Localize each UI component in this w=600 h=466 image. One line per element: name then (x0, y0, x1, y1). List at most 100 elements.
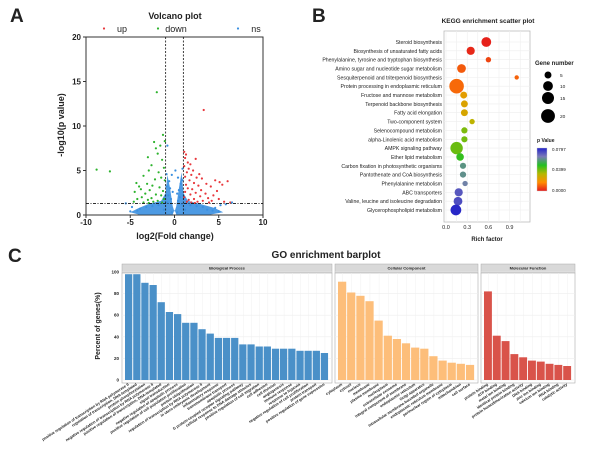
legend-marker-ns (236, 27, 240, 30)
go-bar (296, 350, 304, 380)
volcano-point-down (160, 194, 163, 197)
volcano-xlabel: log2(Fold change) (136, 231, 214, 241)
volcano-point-down (151, 184, 154, 187)
go-bar (401, 343, 411, 380)
go-y-tick-label: 60 (114, 313, 120, 318)
go-bar (501, 341, 510, 380)
kegg-term-label: Phenylalanine, tyrosine and tryptophan b… (322, 58, 442, 64)
go-bar (288, 348, 296, 380)
volcano-point-ns (145, 205, 148, 209)
y-tick-label: 0 (77, 211, 82, 220)
facet-strip-label: Cellular Component (387, 266, 426, 271)
facet-strip-label: Molecular Function (510, 266, 547, 271)
volcano-point-ns (129, 210, 132, 213)
volcano-point-up (223, 200, 226, 203)
volcano-point-up (212, 194, 215, 197)
volcano-point-up (226, 180, 229, 183)
go-title: GO enrichment barplot (272, 250, 382, 261)
volcano-point-up (197, 184, 200, 187)
volcano-point-up (215, 189, 219, 193)
kegg-xlabel: Rich factor (471, 237, 503, 243)
go-bar (356, 295, 365, 380)
volcano-point-ns (169, 187, 172, 190)
volcano-point-ns (176, 192, 179, 195)
go-bar (338, 281, 347, 380)
kegg-x-tick-label: 0.3 (463, 225, 471, 231)
volcano-point-ns (171, 190, 174, 193)
volcano-point-up (195, 176, 198, 179)
volcano-point-up (185, 200, 188, 203)
volcano-point-ns (178, 196, 181, 199)
volcano-point-up (204, 192, 207, 195)
volcano-point-ns (206, 208, 209, 211)
volcano-point-ns (184, 208, 187, 211)
go-y-tick-label: 0 (116, 378, 119, 383)
go-bar (465, 364, 475, 380)
volcano-point-up (193, 201, 196, 205)
go-bar (304, 350, 312, 380)
kegg-term-label: AMPK signaling pathway (385, 146, 443, 152)
panel-label-a: A (10, 6, 24, 27)
kegg-term-label: Terpenoid backbone biosynthesis (365, 102, 442, 108)
go-bar (320, 353, 329, 380)
volcano-point-ns (169, 197, 173, 201)
volcano-point-down (148, 189, 151, 192)
volcano-point-ns (179, 182, 182, 185)
kegg-point (454, 188, 463, 197)
go-bar (563, 366, 572, 380)
go-bar (214, 337, 223, 380)
volcano-point-down (136, 197, 139, 201)
volcano-point-ns (174, 169, 177, 172)
x-tick-label: 5 (217, 218, 222, 227)
volcano-ylabel: -log10(p value) (56, 93, 66, 157)
kegg-term-label: Two-component system (387, 120, 442, 126)
kegg-point (481, 37, 492, 47)
volcano-point-up (184, 156, 187, 160)
go-bar (438, 360, 447, 380)
kegg-term-label: Amino sugar and nucleotide sugar metabol… (335, 67, 442, 73)
volcano-point-ns (177, 189, 180, 192)
go-bar (239, 344, 247, 380)
volcano-point-up (192, 181, 196, 185)
volcano-point-up (187, 198, 190, 201)
facet-strip-label: Biological Process (209, 266, 246, 271)
gene-number-legend-title: Gene number (535, 61, 574, 67)
volcano-point-ns (157, 204, 160, 207)
go-bar (392, 339, 402, 380)
volcano-point-down (146, 182, 149, 185)
volcano-point-up (221, 183, 224, 186)
volcano-point-ns (136, 209, 139, 212)
volcano-point-ns (151, 205, 154, 208)
volcano-point-up (186, 161, 189, 164)
volcano-point-down (150, 164, 153, 167)
kegg-term-label: Sesquiterpenoid and triterpenoid biosynt… (337, 75, 442, 81)
volcano-point-up (202, 108, 205, 112)
kegg-point (462, 180, 468, 187)
gene-number-legend-circle (542, 92, 554, 104)
go-bar (125, 274, 133, 380)
volcano-point-ns (168, 180, 171, 183)
volcano-point-up (218, 181, 221, 184)
go-bar (492, 335, 501, 380)
kegg-term-label: Glycerophospholipid metabolism (367, 208, 442, 214)
ns-density-cloud (130, 172, 224, 215)
kegg-point (466, 46, 475, 55)
volcano-point-down (156, 199, 159, 202)
volcano-point-ns (217, 210, 220, 213)
volcano-plot-area (85, 36, 264, 216)
kegg-point (459, 162, 467, 169)
kegg-point (485, 57, 492, 63)
legend-label-up: up (117, 24, 127, 34)
p-value-colorbar (536, 147, 548, 192)
kegg-point (460, 91, 468, 99)
go-term-label: nucleus (347, 382, 361, 393)
go-bar (347, 292, 356, 380)
volcano-plot: Volcano plot log2(Fold change) -log10(p … (56, 11, 268, 241)
go-bar (528, 360, 536, 380)
p-value-legend-title: p Value (537, 138, 555, 144)
kegg-point (459, 171, 467, 178)
volcano-point-up (194, 191, 197, 194)
volcano-point-down (162, 197, 165, 201)
go-bar (133, 274, 141, 380)
